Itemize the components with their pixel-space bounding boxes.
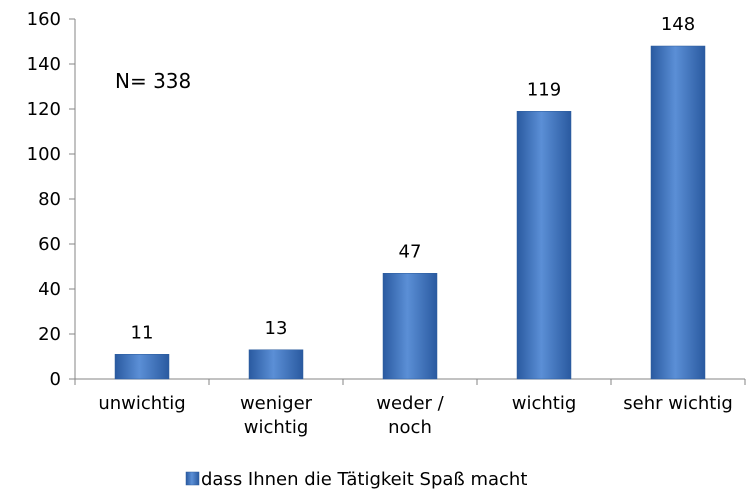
- y-tick-label: 0: [50, 369, 61, 390]
- x-tick-label: unwichtig: [98, 393, 185, 414]
- y-tick-label: 100: [27, 144, 61, 165]
- data-label: 148: [661, 14, 695, 35]
- x-tick-label: weniger wichtig: [240, 393, 313, 438]
- bar: [248, 349, 304, 380]
- bar: [114, 354, 170, 380]
- y-tick-label: 140: [27, 54, 61, 75]
- x-tick-label: wichtig: [512, 393, 577, 414]
- data-label: 119: [527, 79, 561, 100]
- bar: [516, 111, 572, 380]
- y-tick-label: 60: [38, 234, 61, 255]
- y-tick-label: 120: [27, 99, 61, 120]
- legend-swatch: [185, 471, 200, 486]
- y-tick-label: 40: [38, 279, 61, 300]
- legend-label: dass Ihnen die Tätigkeit Spaß macht: [201, 469, 527, 490]
- y-tick-label: 20: [38, 324, 61, 345]
- bar: [382, 273, 438, 380]
- data-label: 11: [131, 322, 154, 343]
- x-tick-label: sehr wichtig: [623, 393, 733, 414]
- x-tick-label: weder / noch: [376, 393, 444, 438]
- y-tick-label: 160: [27, 9, 61, 30]
- data-label: 47: [399, 241, 422, 262]
- annotation: N= 338: [115, 69, 191, 93]
- bar: [650, 45, 706, 380]
- data-label: 13: [265, 318, 288, 339]
- y-tick-label: 80: [38, 189, 61, 210]
